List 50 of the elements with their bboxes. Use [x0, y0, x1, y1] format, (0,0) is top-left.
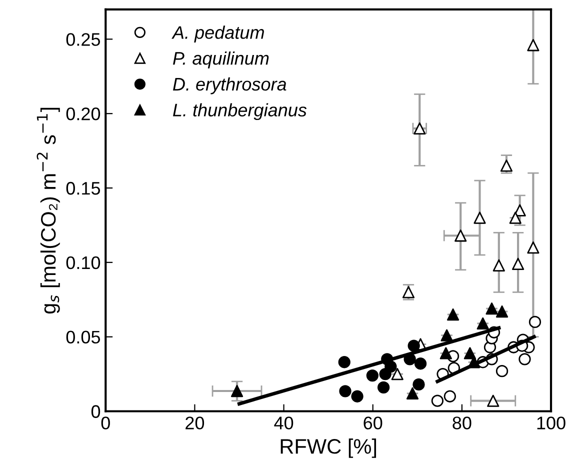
y-tick-label: 0.20 — [66, 108, 100, 120]
point — [440, 347, 452, 360]
point — [487, 394, 500, 407]
point — [408, 340, 420, 352]
legend-label: P. aquilinum — [172, 52, 269, 68]
point — [528, 316, 542, 328]
point — [377, 381, 390, 394]
x-tick-label: 60 — [364, 416, 382, 430]
point — [384, 360, 397, 373]
y-tick-label: 0.25 — [66, 33, 100, 46]
x-tick-label: 40 — [274, 416, 294, 430]
point — [512, 258, 524, 270]
point — [402, 286, 415, 298]
point — [496, 364, 508, 378]
point — [446, 308, 460, 321]
y-tick-label: 0.05 — [66, 330, 100, 344]
y-tick-label: 0.10 — [66, 256, 100, 270]
point — [454, 230, 467, 242]
point — [492, 259, 505, 272]
point — [391, 368, 404, 380]
x-tick-label: 20 — [186, 416, 204, 430]
legend-label: L. thunbergianus — [172, 103, 307, 120]
point — [500, 160, 513, 172]
point — [440, 329, 453, 342]
legend-label: D. erythrosora — [172, 77, 286, 94]
x-axis-title: RFWC [%] — [280, 438, 376, 458]
y-tick-label: 0 — [91, 405, 100, 418]
point — [338, 356, 350, 368]
x-tick-label: 100 — [537, 416, 566, 430]
point — [518, 353, 531, 366]
point — [414, 358, 427, 370]
point — [527, 241, 540, 254]
point — [464, 347, 476, 360]
point — [474, 212, 486, 224]
point — [351, 390, 364, 402]
x-tick-label: 80 — [452, 416, 472, 430]
point — [527, 39, 540, 52]
point — [230, 384, 244, 398]
legend-label: A. pedatum — [172, 26, 264, 42]
point — [406, 387, 419, 400]
point — [444, 390, 456, 402]
x-tick-label: 0 — [101, 416, 110, 430]
point — [476, 317, 489, 330]
point — [431, 394, 444, 407]
point — [339, 385, 352, 398]
y-axis-title: g$_{s}$ [mol(CO₂) m$^{−2}$ s$^{−1}$] — [36, 108, 60, 314]
point — [366, 369, 378, 382]
y-tick-label: 0.15 — [66, 182, 100, 195]
point — [412, 378, 425, 391]
point — [509, 212, 522, 224]
